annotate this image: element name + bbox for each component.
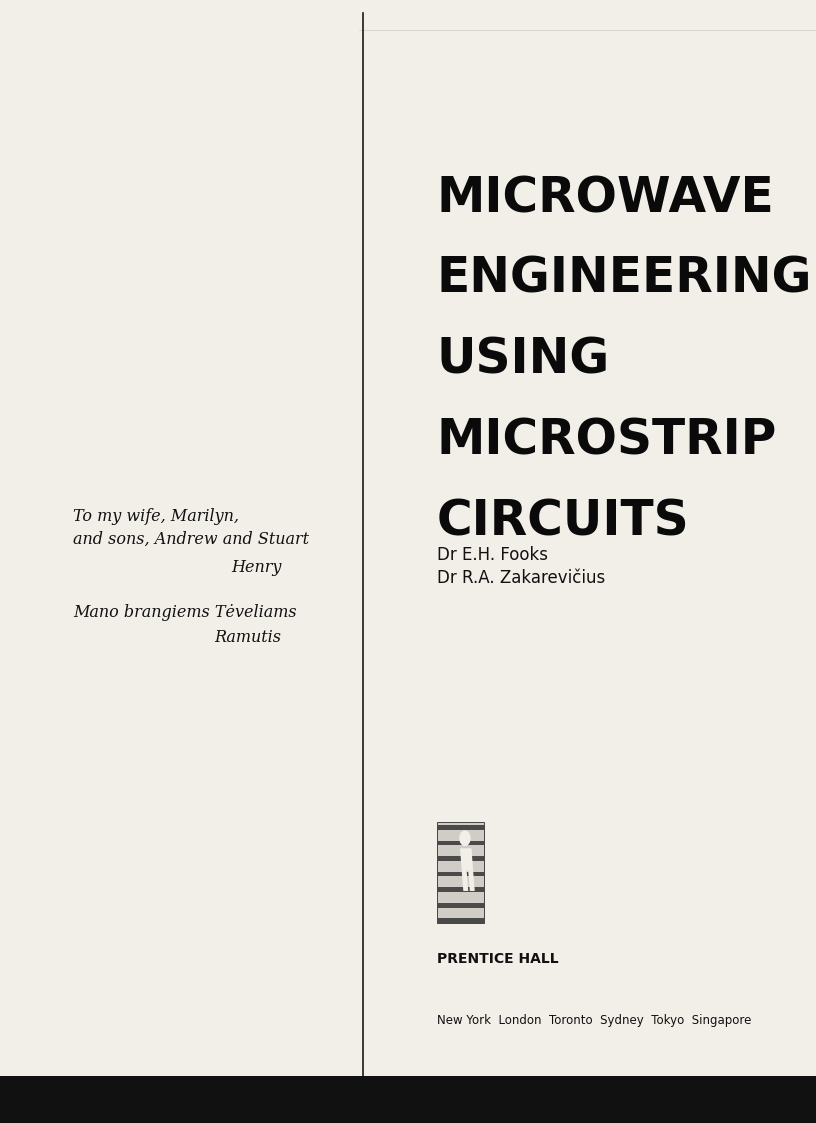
- Bar: [437, 887, 484, 892]
- Text: Ramutis: Ramutis: [215, 629, 282, 646]
- Text: Mano brangiems Tėveliams: Mano brangiems Tėveliams: [73, 604, 297, 621]
- Text: CIRCUITS: CIRCUITS: [437, 497, 690, 546]
- Text: MICROWAVE: MICROWAVE: [437, 174, 774, 222]
- Text: USING: USING: [437, 336, 610, 384]
- Text: i: i: [459, 1078, 463, 1092]
- Text: Dr R.A. Zakarevičius: Dr R.A. Zakarevičius: [437, 569, 605, 587]
- Bar: [437, 856, 484, 861]
- Polygon shape: [462, 870, 468, 891]
- Polygon shape: [468, 870, 475, 891]
- Bar: [437, 841, 484, 846]
- Bar: [437, 825, 484, 830]
- Text: Dr E.H. Fooks: Dr E.H. Fooks: [437, 546, 548, 564]
- Text: PRENTICE HALL: PRENTICE HALL: [437, 952, 558, 966]
- Bar: [437, 903, 484, 907]
- Text: and sons, Andrew and Stuart: and sons, Andrew and Stuart: [73, 531, 309, 548]
- Text: MICROSTRIP: MICROSTRIP: [437, 417, 777, 465]
- Polygon shape: [460, 848, 473, 870]
- Circle shape: [459, 830, 471, 846]
- Text: Henry: Henry: [231, 559, 282, 576]
- Bar: [437, 871, 484, 876]
- Text: New York  London  Toronto  Sydney  Tokyo  Singapore: New York London Toronto Sydney Tokyo Sin…: [437, 1014, 751, 1028]
- Text: ENGINEERING: ENGINEERING: [437, 255, 812, 303]
- Bar: [0, 1076, 816, 1123]
- Bar: [437, 822, 484, 923]
- Text: To my wife, Marilyn,: To my wife, Marilyn,: [73, 508, 239, 524]
- Bar: [437, 919, 484, 923]
